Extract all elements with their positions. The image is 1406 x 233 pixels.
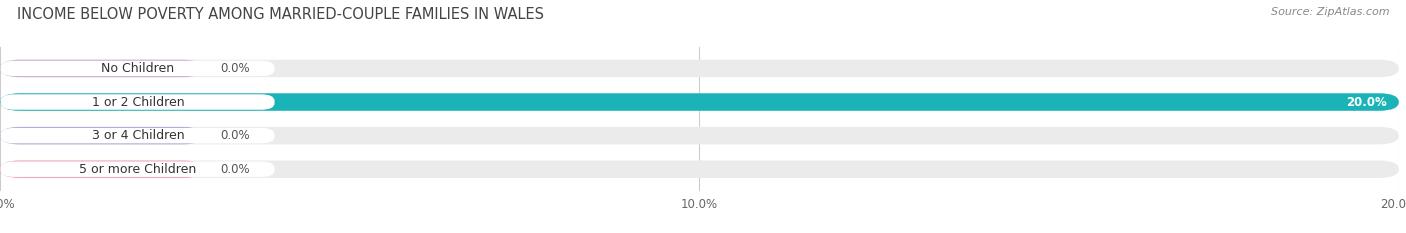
Text: 5 or more Children: 5 or more Children: [79, 163, 197, 176]
Text: 20.0%: 20.0%: [1346, 96, 1386, 109]
FancyBboxPatch shape: [0, 127, 1399, 144]
Text: 0.0%: 0.0%: [221, 62, 250, 75]
Text: 1 or 2 Children: 1 or 2 Children: [91, 96, 184, 109]
FancyBboxPatch shape: [0, 93, 1399, 111]
Text: INCOME BELOW POVERTY AMONG MARRIED-COUPLE FAMILIES IN WALES: INCOME BELOW POVERTY AMONG MARRIED-COUPL…: [17, 7, 544, 22]
FancyBboxPatch shape: [0, 94, 274, 110]
Text: 0.0%: 0.0%: [221, 163, 250, 176]
Text: 3 or 4 Children: 3 or 4 Children: [91, 129, 184, 142]
FancyBboxPatch shape: [0, 60, 202, 77]
FancyBboxPatch shape: [0, 93, 1399, 111]
FancyBboxPatch shape: [0, 128, 274, 143]
FancyBboxPatch shape: [0, 60, 1399, 77]
Text: 0.0%: 0.0%: [221, 129, 250, 142]
FancyBboxPatch shape: [0, 161, 274, 177]
FancyBboxPatch shape: [0, 161, 1399, 178]
FancyBboxPatch shape: [0, 61, 274, 76]
FancyBboxPatch shape: [0, 161, 202, 178]
Text: No Children: No Children: [101, 62, 174, 75]
Text: Source: ZipAtlas.com: Source: ZipAtlas.com: [1271, 7, 1389, 17]
FancyBboxPatch shape: [0, 127, 202, 144]
